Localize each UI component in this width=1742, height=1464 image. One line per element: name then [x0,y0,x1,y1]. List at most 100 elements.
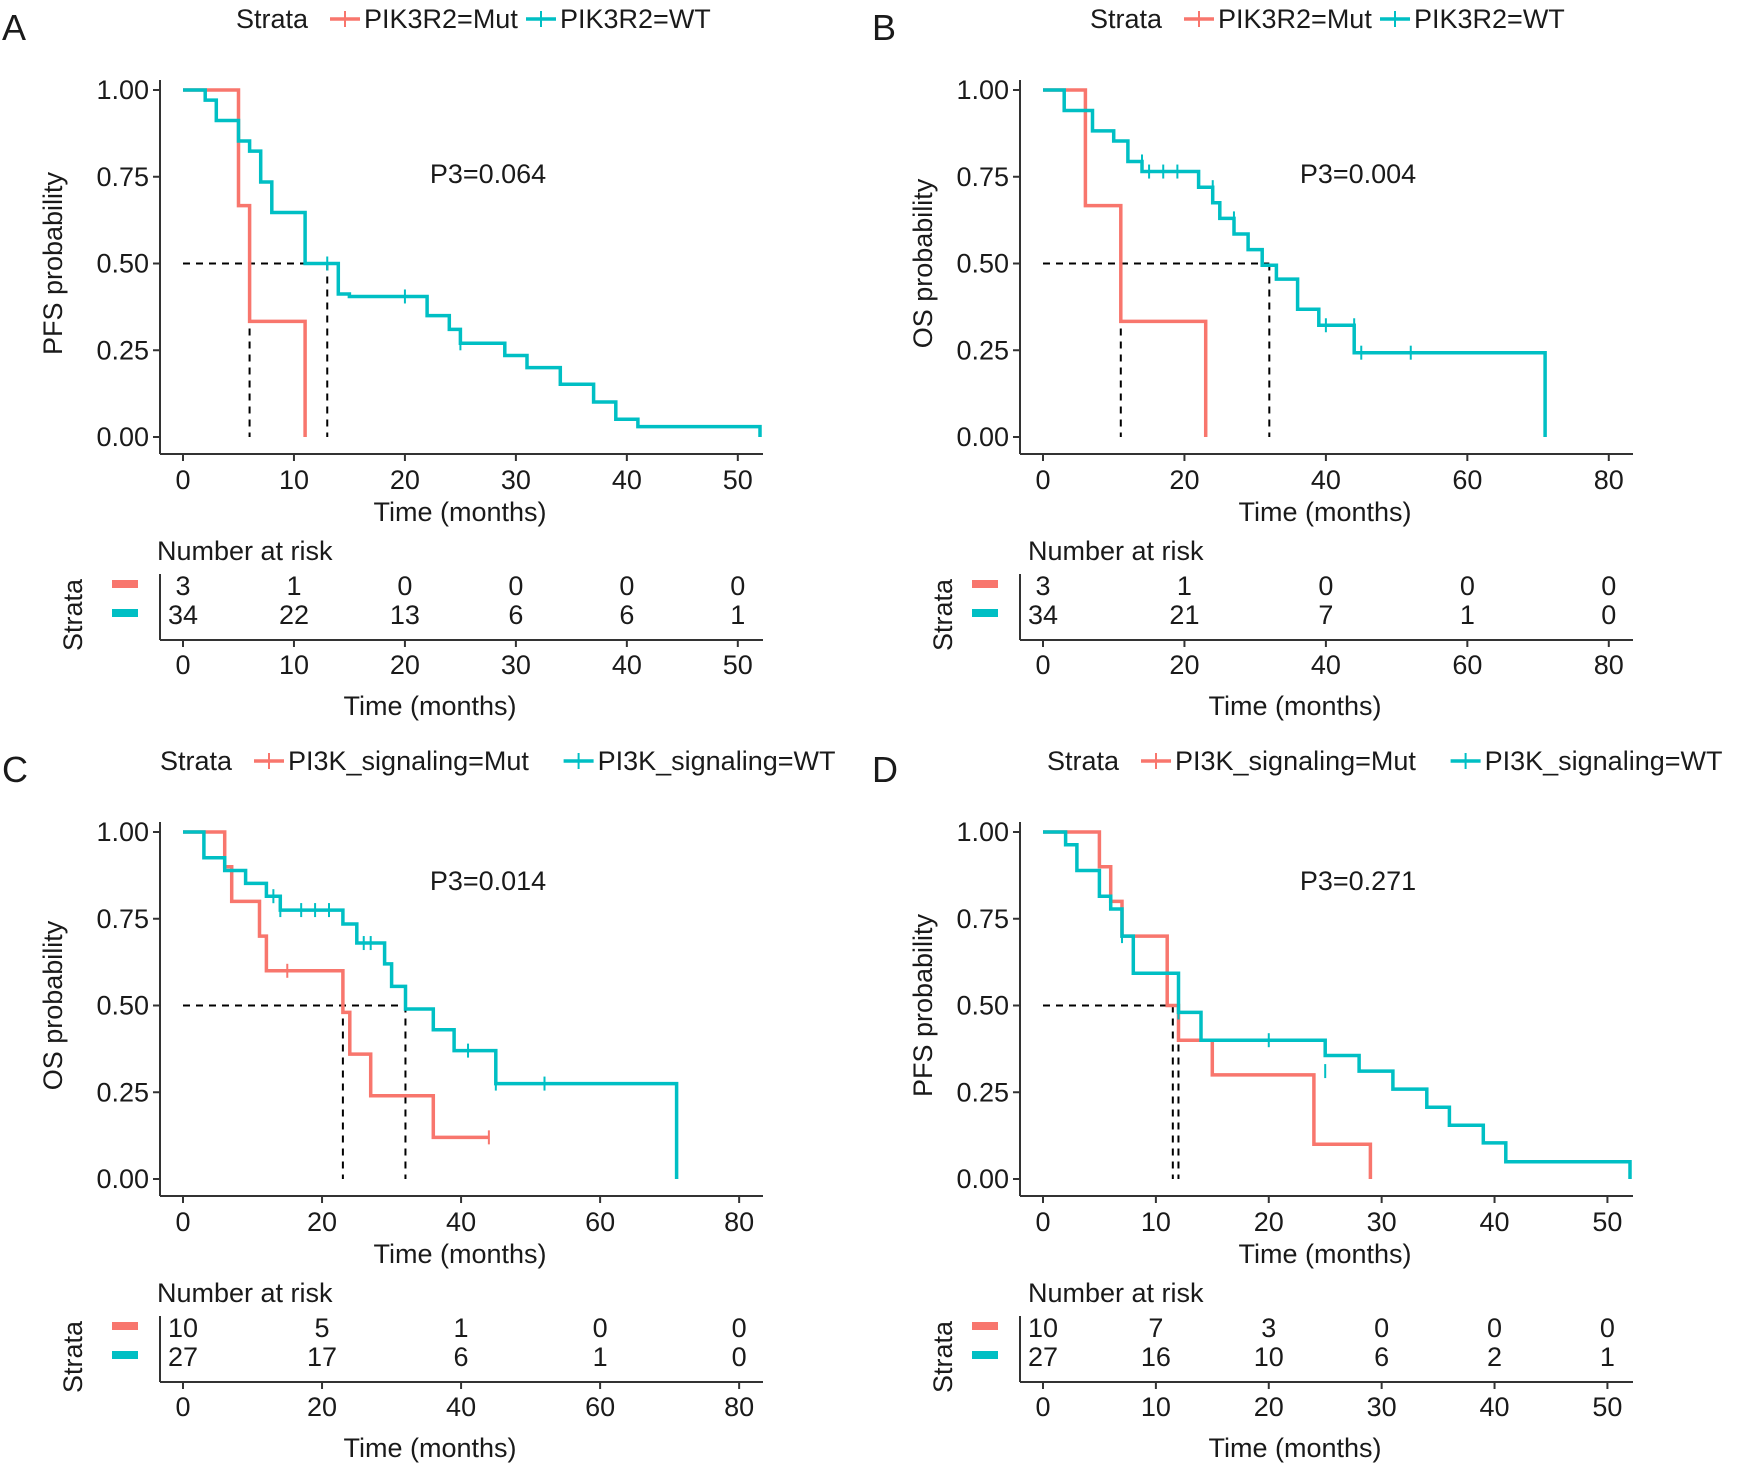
risk-count-wt: 27 [168,1342,198,1372]
x-tick-label: 0 [1035,465,1050,495]
panel-letter: C [2,749,28,790]
x-tick-label: 60 [1452,465,1482,495]
km-curve [1043,88,1208,437]
risk-count-wt: 6 [619,600,634,630]
x-tick-label: 10 [279,465,309,495]
x-tick-label: 0 [175,1207,190,1237]
panel-d: D Strata PI3K_signaling=Mut PI3K_signaling=… [872,746,1722,1463]
y-tick-label: 0.00 [956,422,1009,452]
km-curve [183,830,489,1140]
x-tick-label: 40 [446,1207,476,1237]
y-tick-label: 1.00 [96,75,149,105]
risk-count-wt: 16 [1141,1342,1171,1372]
x-tick-label: 20 [307,1207,337,1237]
y-tick-label: 0.25 [956,1077,1009,1107]
risk-x-tick-label: 10 [279,650,309,680]
risk-x-tick-label: 50 [1592,1392,1622,1422]
y-axis-label: OS probability [38,920,68,1090]
legend-entry: PIK3R2=WT [560,4,711,34]
x-tick-label: 60 [585,1207,615,1237]
km-curve [1043,830,1373,1179]
risk-count-mut: 0 [1460,571,1475,601]
risk-count-wt: 6 [1374,1342,1389,1372]
risk-count-mut: 0 [397,571,412,601]
risk-count-wt: 10 [1254,1342,1284,1372]
risk-x-tick-label: 30 [501,650,531,680]
risk-x-tick-label: 0 [175,1392,190,1422]
risk-swatch-wt [112,1351,138,1359]
series-mut [1043,88,1208,437]
risk-count-mut: 10 [1028,1313,1058,1343]
risk-count-mut: 0 [593,1313,608,1343]
risk-swatch-mut [972,1322,998,1330]
x-tick-label: 20 [1254,1207,1284,1237]
risk-x-tick-label: 10 [1141,1392,1171,1422]
risk-count-mut: 0 [732,1313,747,1343]
median-lines [183,1004,407,1179]
legend-title: Strata [236,4,309,34]
x-tick-label: 80 [724,1207,754,1237]
y-tick-label: 0.75 [96,904,149,934]
risk-x-axis-label: Time (months) [1208,691,1381,721]
y-axis-label: PFS probability [908,913,938,1097]
risk-strata-label: Strata [928,1320,958,1393]
p-value: P3=0.004 [1300,159,1416,189]
risk-swatch-mut [972,580,998,588]
series-wt [1043,88,1547,437]
risk-count-mut: 3 [175,571,190,601]
risk-x-tick-label: 0 [1035,1392,1050,1422]
series-wt [183,88,762,437]
x-tick-label: 10 [1141,1207,1171,1237]
risk-swatch-wt [972,609,998,617]
x-axis-label: Time (months) [373,497,546,527]
risk-strata-label: Strata [928,578,958,651]
risk-swatch-mut [112,580,138,588]
risk-x-tick-label: 60 [1452,650,1482,680]
panel-c: C Strata PI3K_signaling=Mut PI3K_signaling=… [2,746,835,1463]
y-tick-label: 0.50 [956,991,1009,1021]
risk-count-mut: 3 [1035,571,1050,601]
y-tick-label: 0.50 [96,991,149,1021]
risk-count-wt: 6 [508,600,523,630]
risk-table-title: Number at risk [1028,1278,1204,1308]
median-lines [1043,1004,1180,1179]
series-wt [183,830,679,1179]
legend-title: Strata [1047,746,1120,776]
panel-b: B Strata PIK3R2=Mut PIK3R2=WT 0.00 0.25 0.50 0.… [872,4,1633,721]
risk-x-tick-label: 60 [585,1392,615,1422]
legend-entry: PIK3R2=Mut [364,4,518,34]
risk-x-tick-label: 40 [1311,650,1341,680]
y-tick-label: 1.00 [96,817,149,847]
y-tick-label: 1.00 [956,75,1009,105]
risk-count-mut: 10 [168,1313,198,1343]
risk-count-wt: 13 [390,600,420,630]
risk-count-mut: 3 [1261,1313,1276,1343]
risk-strata-label: Strata [58,578,88,651]
y-tick-label: 0.75 [956,904,1009,934]
x-axis-label: Time (months) [1238,1239,1411,1269]
y-tick-label: 0.25 [956,335,1009,365]
risk-strata-label: Strata [58,1320,88,1393]
risk-x-tick-label: 80 [1594,650,1624,680]
x-tick-label: 30 [1367,1207,1397,1237]
x-tick-label: 20 [1169,465,1199,495]
risk-count-mut: 0 [730,571,745,601]
x-tick-label: 50 [723,465,753,495]
legend-entry: PI3K_signaling=WT [598,746,836,776]
km-curve [183,830,679,1179]
risk-x-axis-label: Time (months) [343,691,516,721]
y-tick-label: 0.50 [96,249,149,279]
y-tick-label: 1.00 [956,817,1009,847]
km-curve [1043,88,1547,437]
series-mut [1043,830,1373,1179]
y-tick-label: 0.00 [96,422,149,452]
km-curve [1043,830,1632,1179]
y-tick-label: 0.50 [956,249,1009,279]
risk-count-wt: 0 [732,1342,747,1372]
x-tick-label: 20 [390,465,420,495]
risk-count-wt: 22 [279,600,309,630]
